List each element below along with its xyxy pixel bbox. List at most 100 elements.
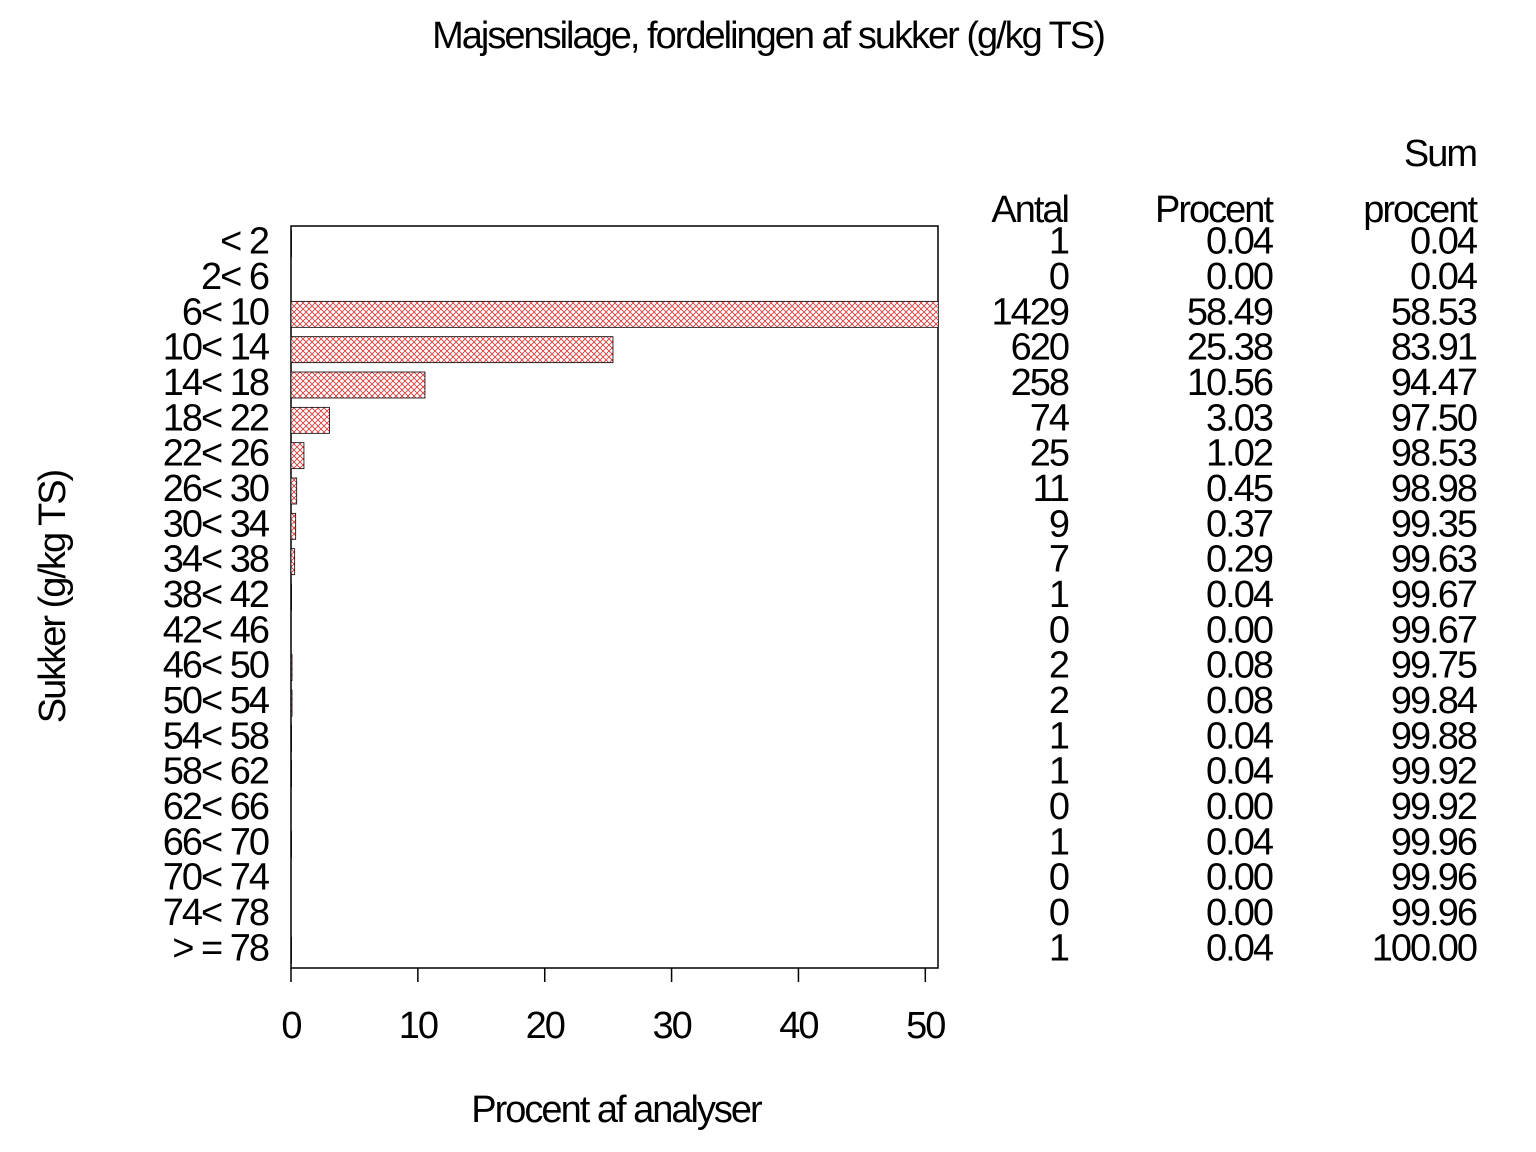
count-cell: 7 (1049, 539, 1069, 581)
column-header: Antal (991, 189, 1068, 231)
cumulative-cell: 99.67 (1391, 574, 1477, 616)
y-axis-label: Sukker (g/kg TS) (32, 470, 74, 723)
count-cell: 2 (1049, 645, 1069, 687)
cumulative-cell: 99.92 (1391, 751, 1477, 793)
cumulative-cell: 99.92 (1391, 786, 1477, 828)
percent-cell: 0.00 (1206, 609, 1273, 651)
count-cell: 1429 (991, 291, 1068, 333)
bar (291, 830, 292, 858)
y-tick-label: 66< 70 (163, 821, 269, 863)
count-cell: 0 (1049, 786, 1069, 828)
cumulative-cell: 99.96 (1391, 857, 1477, 899)
percent-cell: 25.38 (1187, 327, 1273, 369)
bar (291, 936, 292, 964)
y-tick-label: 14< 18 (163, 362, 269, 404)
percent-cell: 0.04 (1206, 751, 1274, 793)
count-cell: 0 (1049, 892, 1069, 934)
bar (291, 760, 292, 788)
count-cell: 2 (1049, 680, 1069, 722)
count-cell: 1 (1049, 821, 1069, 863)
percent-cell: 0.45 (1206, 468, 1273, 510)
y-tick-label: < 2 (220, 221, 269, 263)
cumulative-cell: 99.67 (1391, 609, 1477, 651)
x-tick-label: 40 (779, 1005, 818, 1047)
x-tick-label: 20 (526, 1005, 565, 1047)
count-cell: 0 (1049, 857, 1069, 899)
count-cell: 620 (1011, 327, 1069, 369)
x-tick-label: 10 (399, 1005, 438, 1047)
cumulative-cell: 99.84 (1391, 680, 1478, 722)
cumulative-cell: 98.98 (1391, 468, 1477, 510)
cumulative-cell: 99.96 (1391, 821, 1477, 863)
count-cell: 0 (1049, 609, 1069, 651)
count-cell: 1 (1049, 574, 1069, 616)
bar (291, 583, 292, 611)
cumulative-cell: 100.00 (1372, 927, 1477, 969)
count-cell: 1 (1049, 715, 1069, 757)
count-cell: 74 (1030, 397, 1070, 439)
percent-cell: 0.04 (1206, 927, 1274, 969)
bars (291, 230, 938, 964)
y-tick-label: 70< 74 (163, 857, 270, 899)
y-tick-label: 30< 34 (163, 503, 270, 545)
y-tick-label: 50< 54 (163, 680, 270, 722)
x-tick-label: 50 (906, 1005, 945, 1047)
percent-cell: 0.04 (1206, 221, 1274, 263)
y-tick-label: 42< 46 (163, 609, 269, 651)
chart-title: Majsensilage, fordelingen af sukker (g/k… (432, 15, 1104, 57)
percent-cell: 0.04 (1206, 574, 1274, 616)
x-tick-label: 0 (281, 1005, 301, 1047)
count-cell: 0 (1049, 256, 1069, 298)
cumulative-cell: 99.63 (1391, 539, 1477, 581)
percent-cell: 0.29 (1206, 539, 1273, 581)
y-tick-label: 46< 50 (163, 645, 269, 687)
count-cell: 258 (1011, 362, 1069, 404)
cumulative-cell: 83.91 (1391, 327, 1477, 369)
y-tick-label: 10< 14 (163, 327, 270, 369)
percent-cell: 58.49 (1187, 291, 1273, 333)
bar (291, 512, 297, 540)
percent-cell: 0.37 (1206, 503, 1273, 545)
count-cell: 1 (1049, 221, 1069, 263)
y-tick-label: 18< 22 (163, 397, 269, 439)
y-tick-label: 62< 66 (163, 786, 269, 828)
count-cell: 1 (1049, 751, 1069, 793)
y-tick-label: 2< 6 (201, 256, 269, 298)
cumulative-cell: 58.53 (1391, 291, 1477, 333)
percent-cell: 0.00 (1206, 892, 1273, 934)
bar (291, 336, 614, 364)
bar (291, 406, 330, 434)
y-tick-label: 26< 30 (163, 468, 269, 510)
percent-cell: 0.04 (1206, 715, 1274, 757)
cumulative-cell: 0.04 (1410, 221, 1478, 263)
y-tick-label: > = 78 (172, 927, 269, 969)
y-tick-label: 74< 78 (163, 892, 269, 934)
percent-cell: 1.02 (1206, 433, 1273, 475)
bar (291, 371, 426, 399)
cumulative-cell: 99.96 (1391, 892, 1477, 934)
column-header: Procent (1155, 189, 1274, 231)
cumulative-cell: 98.53 (1391, 433, 1477, 475)
bar (291, 689, 293, 717)
y-tick-label: 58< 62 (163, 751, 269, 793)
bar (291, 654, 293, 682)
column-header: Sum (1404, 133, 1476, 175)
cumulative-cell: 94.47 (1391, 362, 1477, 404)
percent-cell: 0.00 (1206, 857, 1273, 899)
percent-cell: 0.00 (1206, 786, 1273, 828)
percent-cell: 3.03 (1206, 397, 1273, 439)
cumulative-cell: 0.04 (1410, 256, 1478, 298)
cumulative-cell: 99.88 (1391, 715, 1477, 757)
cumulative-cell: 99.75 (1391, 645, 1477, 687)
bar (291, 230, 292, 258)
cumulative-cell: 97.50 (1391, 397, 1477, 439)
x-tick-label: 30 (652, 1005, 691, 1047)
count-cell: 1 (1049, 927, 1069, 969)
percent-cell: 0.08 (1206, 645, 1273, 687)
bar (291, 724, 292, 752)
count-cell: 11 (1033, 468, 1069, 510)
bar (291, 548, 296, 576)
percent-cell: 0.08 (1206, 680, 1273, 722)
count-cell: 25 (1030, 433, 1069, 475)
